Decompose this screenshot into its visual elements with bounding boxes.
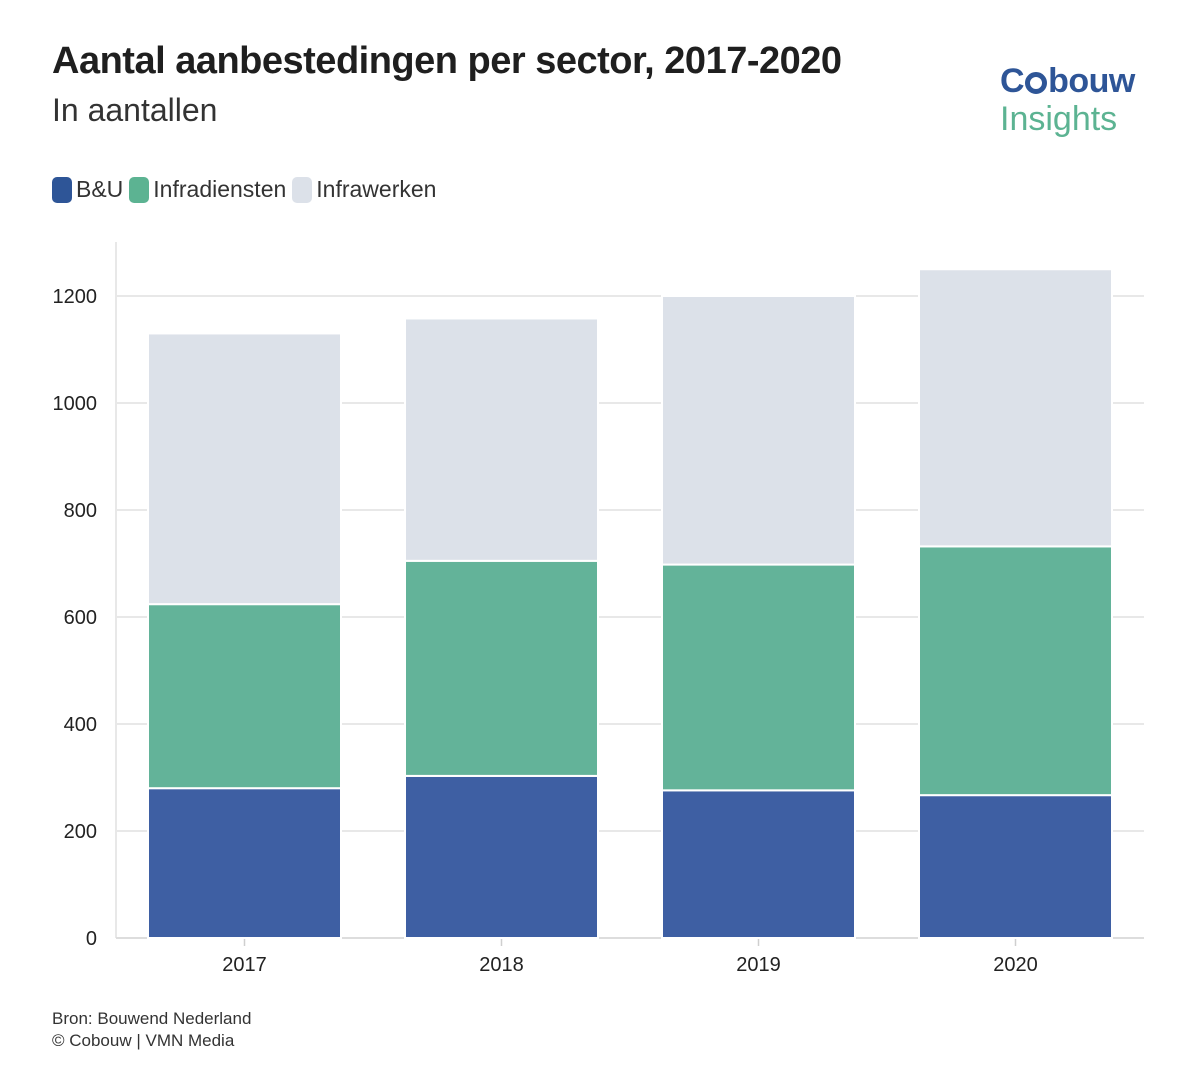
y-tick-label: 1000 — [53, 393, 98, 415]
footer: Bron: Bouwend Nederland © Cobouw | VMN M… — [52, 1008, 251, 1052]
x-tick-label: 2020 — [993, 954, 1038, 976]
y-tick-label: 600 — [64, 607, 97, 629]
y-tick-label: 0 — [86, 928, 97, 950]
bar-infradiensten-2017[interactable] — [147, 603, 342, 790]
bar-infradiensten-2019[interactable] — [661, 563, 856, 792]
legend-item-bu[interactable]: B&U — [52, 176, 123, 203]
bar-b-u-2018[interactable] — [404, 774, 599, 940]
copyright-note: © Cobouw | VMN Media — [52, 1031, 235, 1050]
source-note: Bron: Bouwend Nederland — [52, 1009, 252, 1028]
bar-layer — [147, 268, 1113, 940]
bar-infradiensten-2020[interactable] — [918, 545, 1113, 797]
x-tick-label: 2017 — [222, 954, 267, 976]
legend: B&U Infradiensten Infrawerken — [52, 176, 442, 203]
legend-swatch-infrawerken — [292, 176, 313, 203]
x-tick-label: 2019 — [736, 954, 781, 976]
x-tick-label: 2018 — [479, 954, 524, 976]
bar-infradiensten-2018[interactable] — [404, 559, 599, 777]
chart-subtitle: In aantallen — [52, 92, 218, 128]
y-tick-label: 200 — [64, 821, 97, 843]
chart-title: Aantal aanbestedingen per sector, 2017-2… — [52, 40, 842, 82]
logo-o-icon — [1025, 72, 1048, 94]
legend-swatch-infradiensten — [129, 176, 150, 203]
logo-sub: Insights — [1000, 100, 1118, 138]
legend-swatch-bu — [52, 176, 72, 203]
legend-label-bu: B&U — [76, 176, 124, 202]
legend-item-infrawerken[interactable]: Infrawerken — [292, 176, 436, 203]
stacked-bar-chart: 0 200 400 600 800 1000 1200 2017 2018 2019 2020 — [53, 242, 1144, 976]
legend-item-infradiensten[interactable]: Infradiensten — [129, 176, 286, 203]
bar-infrawerken-2020[interactable] — [918, 268, 1113, 548]
bar-b-u-2017[interactable] — [147, 787, 342, 940]
legend-label-infradiensten: Infradiensten — [153, 176, 287, 202]
bar-b-u-2019[interactable] — [661, 789, 856, 940]
y-tick-label: 1200 — [53, 286, 98, 308]
bar-infrawerken-2017[interactable] — [147, 332, 342, 606]
y-tick-label: 400 — [64, 714, 97, 736]
bar-infrawerken-2019[interactable] — [661, 295, 856, 566]
legend-label-infrawerken: Infrawerken — [316, 176, 437, 202]
y-tick-label: 800 — [64, 500, 97, 522]
bar-b-u-2020[interactable] — [918, 794, 1113, 940]
bar-infrawerken-2018[interactable] — [404, 317, 599, 562]
